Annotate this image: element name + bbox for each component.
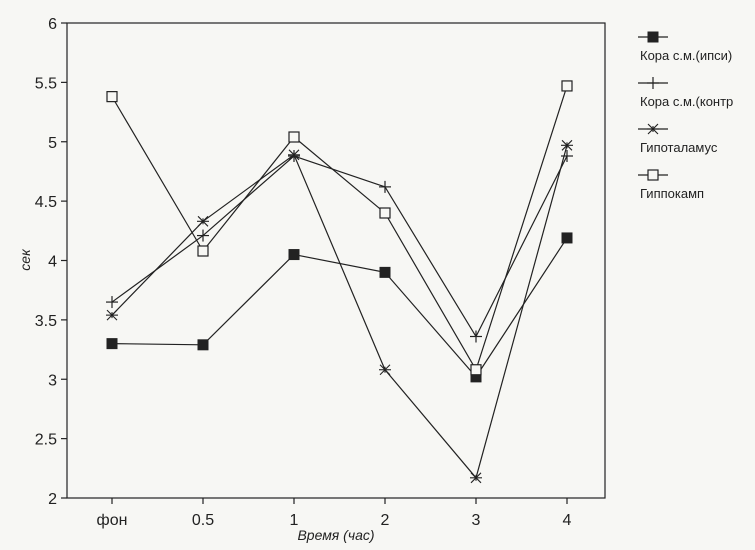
y-axis: 2 2.5 3 3.5 4 4.5 5 5.5 6 xyxy=(35,16,67,508)
legend: Кора с.м.(ипси) Кора с.м.(контр Гипоталаму… xyxy=(636,30,755,214)
y-tick-label: 2 xyxy=(48,491,57,508)
x-tick-label: 1 xyxy=(290,512,299,529)
data-point xyxy=(561,232,573,244)
x-tick-label: 2 xyxy=(381,512,390,529)
data-point xyxy=(197,229,209,242)
data-point xyxy=(379,266,391,278)
plot-frame xyxy=(66,22,606,499)
data-point xyxy=(197,339,209,351)
legend-swatch xyxy=(638,169,668,181)
legend-swatch xyxy=(638,123,668,135)
data-point xyxy=(561,150,573,162)
data-point xyxy=(561,139,573,151)
data-point xyxy=(379,207,391,219)
series-line xyxy=(111,237,568,378)
y-tick-label: 3.5 xyxy=(35,313,57,330)
data-point xyxy=(106,338,118,350)
legend-label: Гиппокамп xyxy=(640,186,705,201)
legend-marker xyxy=(647,77,659,89)
y-axis-label: сек xyxy=(17,248,33,271)
legend-swatch xyxy=(638,31,668,43)
legend-marker xyxy=(647,169,659,181)
y-tick-label: 4 xyxy=(48,254,57,271)
legend-item: Кора с.м.(ипси) xyxy=(636,30,755,76)
legend-swatch xyxy=(638,77,668,89)
series-line xyxy=(111,155,568,338)
data-point xyxy=(288,131,300,143)
y-tick-label: 5 xyxy=(48,135,57,152)
y-tick-label: 5.5 xyxy=(35,75,57,92)
data-point xyxy=(106,296,118,309)
y-tick-label: 4.5 xyxy=(35,194,57,211)
legend-label: Кора с.м.(контр xyxy=(640,94,734,109)
series-line xyxy=(111,85,568,372)
series-line xyxy=(111,145,568,480)
data-point xyxy=(470,364,482,376)
x-tick-label: фон xyxy=(97,512,128,529)
data-point xyxy=(470,330,482,343)
y-tick-label: 2.5 xyxy=(35,432,57,449)
x-tick-label: 3 xyxy=(472,512,481,529)
data-point xyxy=(106,91,118,103)
legend-label: Гипоталамус xyxy=(640,140,718,155)
x-tick-label: 0.5 xyxy=(192,512,214,529)
legend-marker xyxy=(647,31,659,43)
legend-marker xyxy=(647,123,659,135)
data-point xyxy=(561,80,573,92)
legend-item: Гипоталамус xyxy=(636,122,755,168)
x-axis: фон 0.5 1 2 3 4 xyxy=(97,498,572,529)
data-point xyxy=(379,180,391,193)
legend-label: Кора с.м.(ипси) xyxy=(640,48,733,63)
x-tick-label: 4 xyxy=(563,512,572,529)
data-point xyxy=(197,215,209,227)
data-point xyxy=(106,309,118,321)
x-axis-label: Время (час) xyxy=(297,527,374,543)
data-point xyxy=(197,245,209,257)
data-point xyxy=(379,364,391,376)
data-point xyxy=(470,472,482,484)
y-tick-label: 6 xyxy=(48,16,57,33)
legend-item: Гиппокамп xyxy=(636,168,755,214)
data-point xyxy=(288,249,300,261)
series-layer xyxy=(106,80,573,484)
data-point xyxy=(288,149,300,161)
legend-item: Кора с.м.(контр xyxy=(636,76,755,122)
y-tick-label: 3 xyxy=(48,372,57,389)
